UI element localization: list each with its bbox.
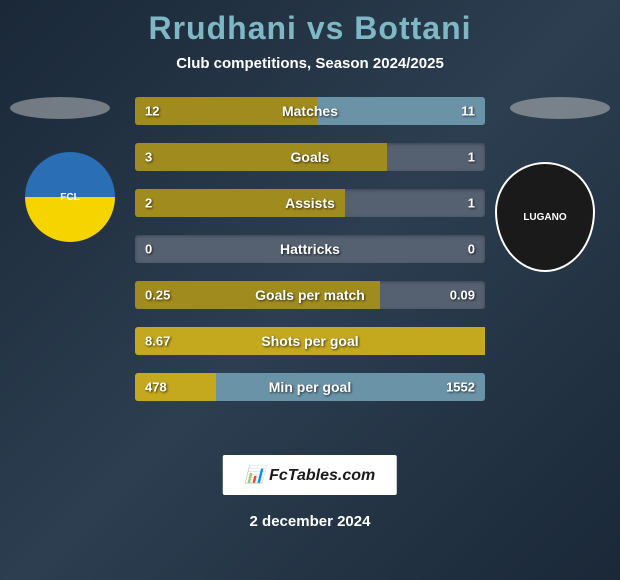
stat-value-left: 8.67 (145, 334, 170, 349)
stat-fill-left (135, 143, 387, 171)
stat-value-left: 2 (145, 196, 152, 211)
stat-label: Goals per match (255, 287, 365, 303)
stat-bars: 12Matches113Goals12Assists10Hattricks00.… (135, 97, 485, 419)
stat-row: 3 Goals 1 (135, 143, 485, 171)
team-right-label: LUGANO (523, 212, 566, 223)
stat-row: 478 Min per goal 1552 (135, 373, 485, 401)
stat-label: Shots per goal (261, 333, 358, 349)
team-badge-left: FCL (25, 152, 115, 242)
stat-value-right: 1 (468, 196, 475, 211)
stat-label: Assists (285, 195, 335, 211)
team-left-label: FCL (60, 192, 79, 203)
stat-row: 2 Assists 1 (135, 189, 485, 217)
stat-label: Goals (291, 149, 330, 165)
stat-row: 8.67 Shots per goal (135, 327, 485, 355)
stat-label: Matches (282, 103, 338, 119)
stat-row: 0.25 Goals per match 0.09 (135, 281, 485, 309)
stat-value-right: 1552 (446, 380, 475, 395)
stat-row: 12 Matches 11 (135, 97, 485, 125)
stat-value-left: 0 (145, 242, 152, 257)
stat-fill-right (317, 97, 485, 125)
stat-value-left: 0.25 (145, 288, 170, 303)
page-title: Rrudhani vs Bottani (0, 10, 620, 47)
header: Rrudhani vs Bottani Club competitions, S… (0, 0, 620, 72)
stat-value-left: 3 (145, 150, 152, 165)
stat-row: 0 Hattricks 0 (135, 235, 485, 263)
page-subtitle: Club competitions, Season 2024/2025 (0, 55, 620, 72)
stat-value-right: 1 (468, 150, 475, 165)
comparison-area: FCL LUGANO 12Matches113Goals12Assists10H… (0, 97, 620, 407)
shadow-right (510, 97, 610, 119)
stat-value-left: 12 (145, 104, 159, 119)
team-badge-right: LUGANO (495, 162, 595, 272)
stat-label: Min per goal (269, 379, 351, 395)
shadow-left (10, 97, 110, 119)
stat-label: Hattricks (280, 241, 340, 257)
stat-value-right: 11 (461, 104, 475, 119)
footer-logo[interactable]: 📊 FcTables.com (223, 455, 397, 495)
stat-value-left: 478 (145, 380, 167, 395)
footer-date: 2 december 2024 (250, 513, 371, 530)
stat-value-right: 0.09 (450, 288, 475, 303)
stat-value-right: 0 (468, 242, 475, 257)
